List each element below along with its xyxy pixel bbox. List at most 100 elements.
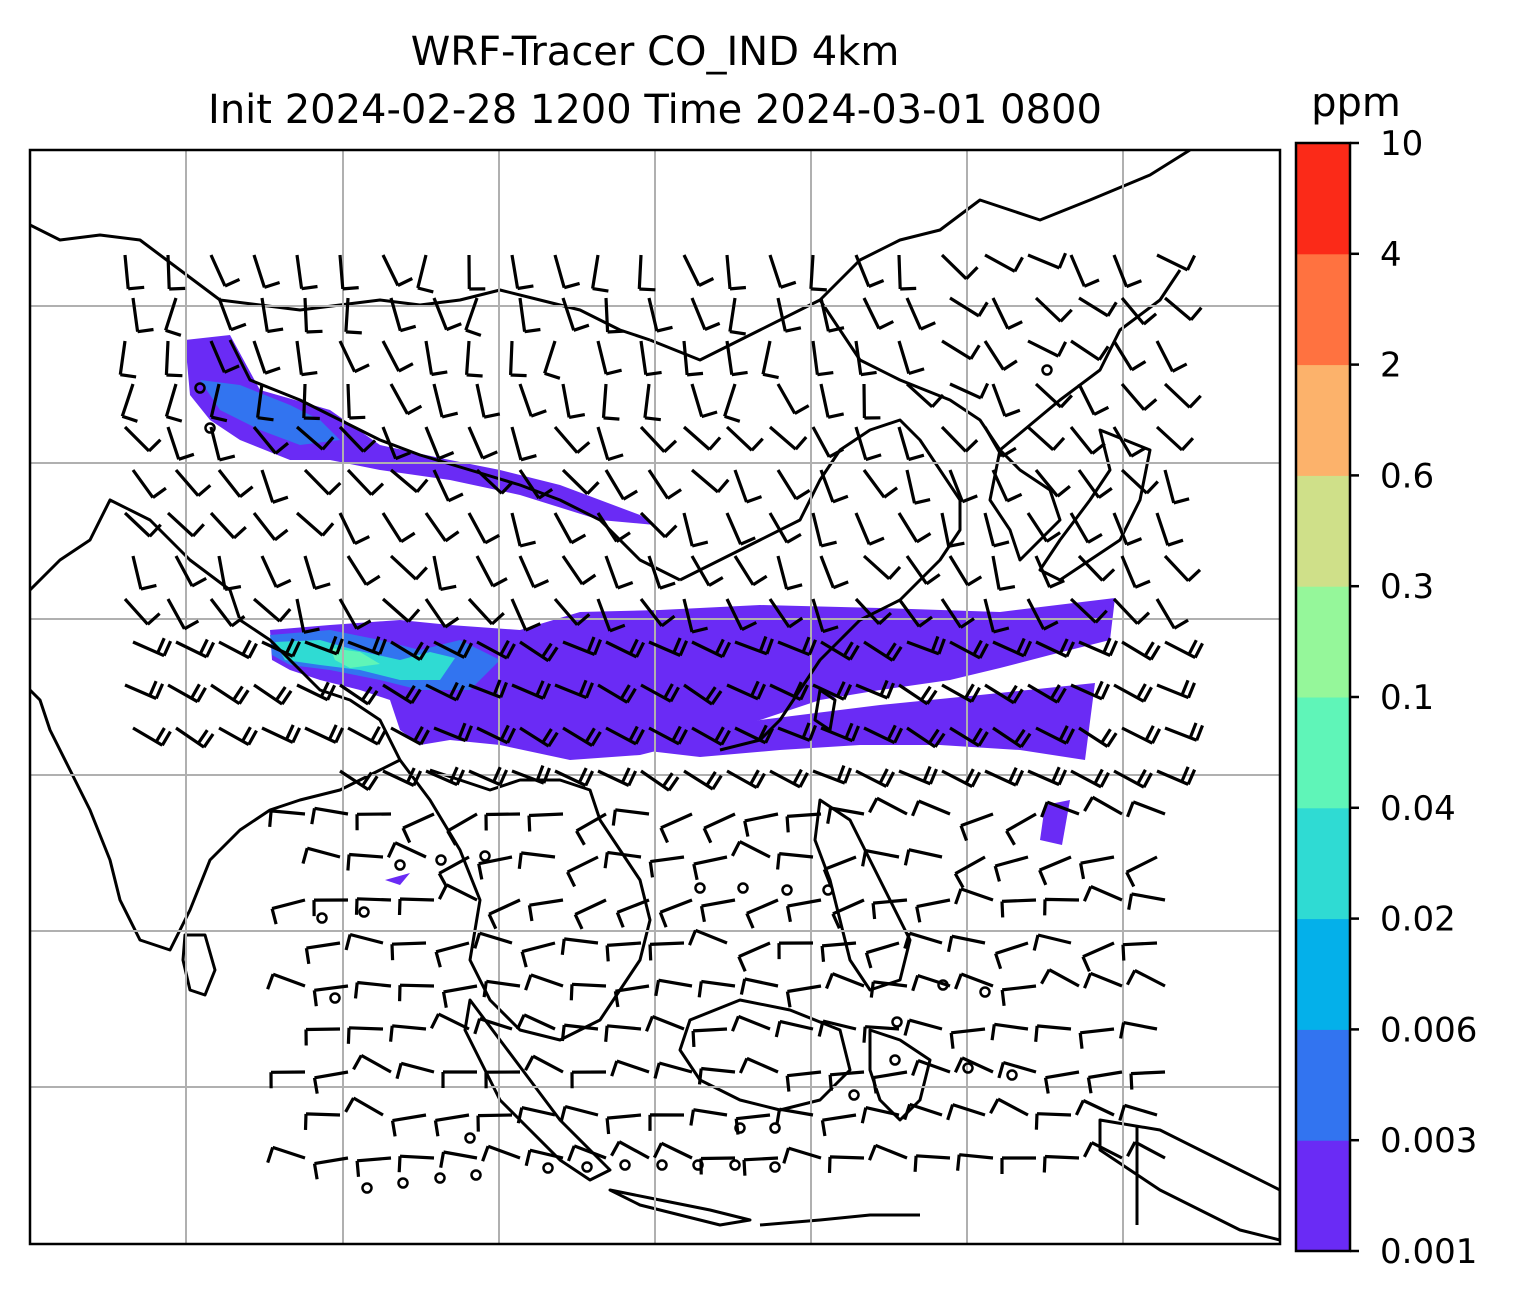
wind-barb	[983, 598, 1010, 634]
wind-barb	[1038, 855, 1072, 886]
wind-barb	[734, 724, 775, 745]
colorbar-ticks: 0.001 0.003 0.006 0.02 0.04 0.1 0.3 0.6 2 4 10	[1350, 124, 1477, 1272]
wind-barb	[774, 1019, 814, 1038]
calm-wind-marker	[316, 912, 328, 924]
wind-barb	[1034, 296, 1073, 323]
wind-barb	[1112, 512, 1143, 546]
wind-barb	[295, 340, 318, 377]
wind-barb	[941, 683, 981, 703]
wind-barb	[785, 898, 822, 923]
wind-barb	[209, 598, 246, 628]
calm-wind-marker	[581, 1161, 593, 1173]
wind-barb	[605, 725, 645, 746]
wind-barb	[733, 469, 763, 504]
colorbar-segment	[1296, 143, 1350, 255]
wind-barb	[1125, 855, 1158, 888]
wind-barb	[809, 254, 827, 292]
wind-barb	[381, 512, 416, 544]
wind-barb	[811, 426, 845, 459]
wind-barb	[344, 932, 384, 951]
wind-barb	[983, 340, 1018, 371]
wind-barb	[768, 254, 797, 289]
wind-barb	[785, 1070, 822, 1092]
colorbar-tick-label: 0.3	[1380, 567, 1434, 607]
wind-barb	[984, 253, 1024, 273]
wind-barb	[397, 1154, 435, 1173]
wind-barb	[1126, 800, 1166, 818]
wind-barb	[652, 1141, 693, 1160]
wind-barb	[911, 1058, 951, 1077]
wind-barb	[217, 555, 242, 591]
wind-barb	[1043, 897, 1080, 916]
wind-barb	[389, 554, 428, 581]
wind-barb	[123, 425, 162, 453]
wind-barb	[295, 598, 320, 634]
wind-barb	[1034, 468, 1071, 498]
wind-barb	[304, 941, 341, 965]
calm-wind-marker	[848, 1089, 860, 1101]
wind-barb	[871, 898, 908, 920]
wind-barb	[683, 683, 723, 706]
wind-barb	[266, 1145, 306, 1164]
wind-barb	[604, 1024, 642, 1042]
wind-barb	[381, 254, 413, 287]
wind-barb	[416, 254, 434, 294]
calm-wind-marker	[204, 422, 216, 434]
wind-barb	[690, 297, 721, 331]
wind-barb	[510, 512, 536, 548]
wind-barb	[1040, 968, 1080, 988]
wind-barb	[1121, 941, 1158, 961]
colorbar-tick-label: 10	[1380, 124, 1423, 164]
wind-barb	[433, 1113, 470, 1137]
wind-barb	[596, 598, 626, 633]
wind-barb	[1082, 885, 1123, 902]
wind-barb	[1119, 1021, 1158, 1039]
wind-barb	[1112, 597, 1151, 625]
wind-barb	[743, 812, 779, 837]
wind-barb	[166, 254, 186, 291]
wind-barb	[382, 683, 422, 705]
wind-barb	[906, 635, 946, 656]
wind-barb	[643, 383, 661, 422]
wind-barb	[854, 340, 877, 377]
wind-barb	[432, 555, 457, 591]
wind-barb	[1074, 1099, 1115, 1117]
wind-barb	[819, 383, 845, 419]
wind-barb	[991, 383, 1021, 418]
wind-barb	[596, 426, 624, 462]
wind-barb	[1112, 426, 1146, 458]
wind-barb	[1155, 512, 1184, 547]
wind-barb	[903, 1018, 943, 1036]
wind-barb	[1026, 598, 1059, 631]
wind-barb	[439, 1150, 478, 1168]
wind-barb	[166, 426, 195, 461]
wind-barbs	[118, 252, 1204, 1194]
colorbar-segment	[1296, 697, 1350, 809]
wind-barb	[776, 297, 802, 333]
wind-barb	[682, 425, 722, 451]
wind-barb	[1077, 383, 1110, 416]
wind-barb	[817, 1019, 857, 1037]
wind-barb	[989, 1097, 1029, 1117]
wind-barb	[738, 1056, 779, 1074]
wind-barb	[905, 469, 931, 505]
wind-barb	[1082, 1141, 1123, 1160]
wind-barb	[166, 598, 200, 631]
wind-barb	[304, 635, 344, 656]
wind-barb	[689, 1108, 728, 1126]
calm-wind-marker	[656, 1159, 668, 1171]
wind-barb	[597, 767, 638, 787]
wind-barb	[1032, 933, 1072, 951]
lesser-sunda	[759, 1213, 920, 1227]
wind-barb	[1129, 1070, 1166, 1090]
wind-barb	[424, 512, 460, 543]
sulawesi	[868, 1028, 932, 1122]
wind-barb	[1120, 382, 1158, 412]
wind-barb	[682, 254, 715, 287]
wind-barb	[424, 598, 460, 629]
wind-barb	[1035, 725, 1076, 745]
wind-barb	[688, 928, 728, 946]
wind-barb	[164, 340, 183, 378]
calm-wind-marker	[694, 882, 706, 894]
calm-wind-marker	[329, 992, 341, 1004]
